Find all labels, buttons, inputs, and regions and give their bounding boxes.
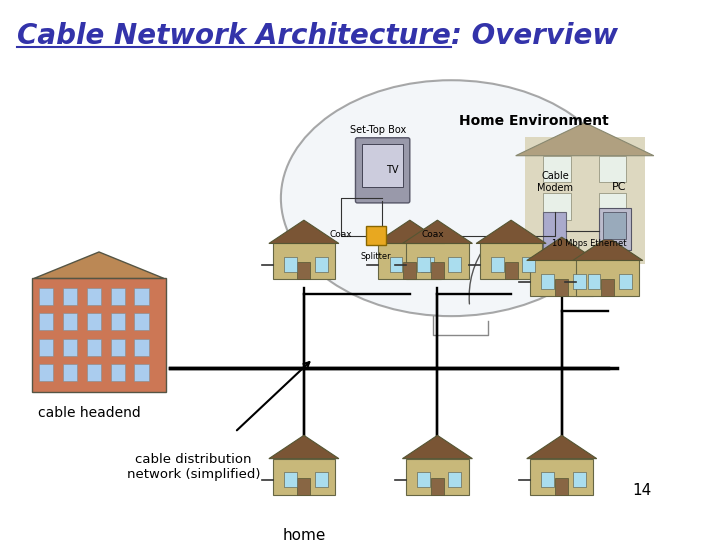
Bar [63,288,77,305]
Bar [598,193,626,220]
Bar [315,256,328,272]
Bar [39,364,53,381]
Bar [273,244,336,279]
Bar [555,279,568,296]
Text: Cable
Modem: Cable Modem [537,171,573,193]
Bar [619,274,631,289]
Bar [491,256,504,272]
Bar [63,364,77,381]
Bar [297,477,310,495]
Text: Set-Top Box: Set-Top Box [350,125,406,135]
Polygon shape [375,220,445,244]
Text: TV: TV [386,165,398,176]
Polygon shape [402,435,472,458]
Text: Coax: Coax [421,230,444,239]
Bar [573,274,585,289]
Bar [417,256,430,272]
Polygon shape [269,435,339,458]
Bar [135,339,149,356]
Bar [555,477,568,495]
Text: Splitter: Splitter [361,252,391,261]
Polygon shape [402,220,472,244]
Polygon shape [525,137,644,264]
Polygon shape [527,435,597,458]
Bar [86,339,102,356]
Bar [573,472,585,487]
Text: Home Environment: Home Environment [459,114,609,128]
Text: PC: PC [611,182,626,192]
Bar [598,156,626,182]
Bar [449,256,462,272]
Bar [431,262,444,279]
Bar [86,364,102,381]
Bar [531,458,593,495]
Bar [110,364,125,381]
Text: 10 Mbps Ethernet: 10 Mbps Ethernet [552,239,626,248]
Bar [421,256,433,272]
Bar [39,288,53,305]
Bar [86,313,102,330]
Bar [544,193,571,220]
Bar [110,313,125,330]
Polygon shape [34,252,164,279]
Text: Cable Network Architecture: Overview: Cable Network Architecture: Overview [17,22,618,50]
Bar [362,144,403,187]
Bar [110,288,125,305]
Bar [315,472,328,487]
Bar [522,256,535,272]
Text: cable headend: cable headend [38,406,141,420]
Bar [135,313,149,330]
Bar [135,288,149,305]
Bar [39,313,53,330]
Ellipse shape [281,80,621,316]
Bar [284,472,297,487]
Bar [541,274,554,289]
Bar [544,156,571,182]
Bar [544,212,567,250]
Bar [598,207,631,250]
Bar [63,313,77,330]
Bar [531,260,593,296]
Text: 14: 14 [633,483,652,498]
Bar [63,339,77,356]
Bar [449,472,462,487]
Bar [110,339,125,356]
Polygon shape [527,237,597,260]
Bar [366,226,386,245]
Bar [403,262,416,279]
Bar [297,262,310,279]
Bar [39,339,53,356]
Bar [588,274,600,289]
Bar [601,279,614,296]
Bar [273,458,336,495]
Bar [541,472,554,487]
Polygon shape [573,237,643,260]
Bar [284,256,297,272]
Polygon shape [269,220,339,244]
Bar [390,256,402,272]
Text: cable distribution
network (simplified): cable distribution network (simplified) [127,453,260,481]
Polygon shape [476,220,546,244]
Bar [417,472,430,487]
Bar [431,477,444,495]
Bar [505,262,518,279]
Text: Coax: Coax [330,230,352,239]
Bar [86,288,102,305]
Bar [406,244,469,279]
Polygon shape [516,123,654,156]
Bar [603,212,626,239]
Bar [406,458,469,495]
Bar [379,244,441,279]
Bar [135,364,149,381]
Bar [577,260,639,296]
Bar [480,244,542,279]
Bar [32,279,166,392]
FancyBboxPatch shape [356,138,410,203]
Text: home: home [282,529,325,540]
